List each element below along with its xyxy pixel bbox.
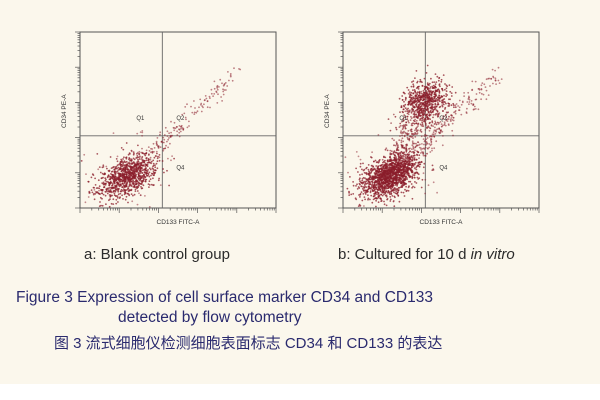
panel-a-caption: a: Blank control group [84,246,230,263]
axis-ticks [75,31,277,213]
quadrant-label-q1: Q1 [136,116,145,122]
quadrant-label-q1: Q1 [399,116,408,122]
flow-plot-a-svg: Q1 Q2 Q4 CD133 FITC-A CD34 PE-A [61,31,277,226]
figure-caption-chinese: 图 3 流式细胞仪检测细胞表面标志 CD34 和 CD133 的表达 [54,335,443,352]
y-axis-label: CD34 PE-A [324,94,331,128]
figure-frame: Q1 Q2 Q4 CD133 FITC-A CD34 PE-A Q1 Q2 Q4 CD133 … [16,20,592,352]
figure-caption-english: Figure 3 Expression of cell surface mark… [16,288,592,328]
quadrant-label-q4: Q4 [176,165,185,171]
flow-plot-b: Q1 Q2 Q4 CD133 FITC-A CD34 PE-A [315,20,565,240]
bottom-band [0,384,600,400]
event-dots [344,64,503,208]
plot-frame [79,31,277,209]
event-dots [80,67,242,208]
panel-b-caption-text: b: Cultured for 10 d [338,246,471,263]
axis-ticks [338,31,540,213]
x-axis-label: CD133 FITC-A [420,219,464,226]
panel-b-caption: b: Cultured for 10 d in vitro [338,246,515,263]
flow-plot-b-svg: Q1 Q2 Q4 CD133 FITC-A CD34 PE-A [324,31,540,226]
plot-frame [342,31,540,209]
quadrant-label-q2: Q2 [439,116,448,122]
panel-a-caption-text: a: Blank control group [84,246,230,263]
flow-plot-a: Q1 Q2 Q4 CD133 FITC-A CD34 PE-A [52,20,302,240]
y-axis-label: CD34 PE-A [61,94,68,128]
panel-b-caption-italic: in vitro [470,246,515,263]
figure-caption-line1: Figure 3 Expression of cell surface mark… [16,289,433,306]
x-axis-label: CD133 FITC-A [157,219,201,226]
figure-caption-line2: detected by flow cytometry [118,309,302,326]
quadrant-label-q4: Q4 [439,165,448,171]
quadrant-label-q2: Q2 [176,116,185,122]
